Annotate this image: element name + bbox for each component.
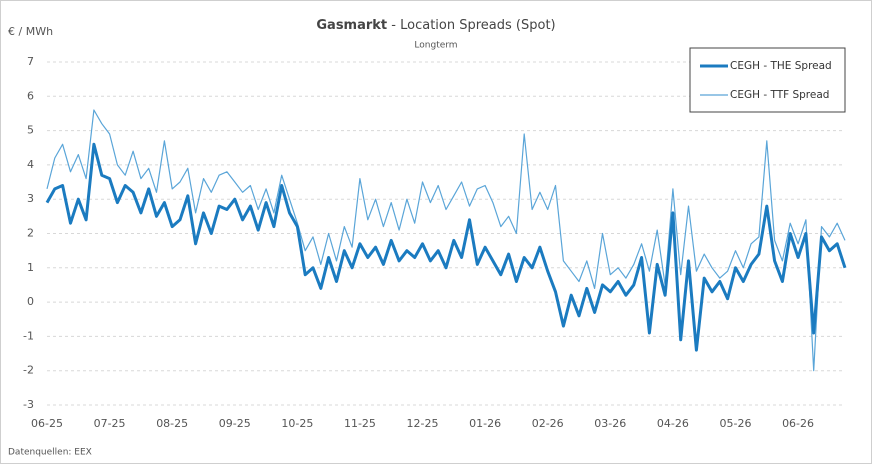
x-tick-label: 02-26 (532, 417, 564, 430)
y-tick-label: 6 (27, 89, 34, 102)
x-tick-label: 05-26 (719, 417, 751, 430)
y-tick-label: 2 (27, 227, 34, 240)
x-tick-label: 08-25 (156, 417, 188, 430)
x-tick-label: 12-25 (407, 417, 439, 430)
source: Datenquellen: EEX (8, 448, 92, 458)
legend-label: CEGH - TTF Spread (730, 89, 829, 101)
legend-box (689, 47, 846, 113)
y-tick-label: -2 (23, 364, 34, 377)
x-tick-label: 06-26 (782, 417, 814, 430)
x-tick-label: 07-25 (94, 417, 126, 430)
x-tick-label: 09-25 (219, 417, 251, 430)
y-tick-label: 3 (27, 192, 34, 205)
x-tick-label: 04-26 (657, 417, 689, 430)
y-tick-label: 5 (27, 124, 34, 137)
x-tick-label: 11-25 (344, 417, 376, 430)
x-tick-label: 10-25 (281, 417, 313, 430)
y-tick-label: -1 (23, 329, 34, 342)
chart-title: Gasmarkt - Location Spreads (Spot) (316, 18, 555, 33)
subtitle: Longterm (414, 41, 457, 51)
y-axis-label: € / MWh (8, 25, 53, 38)
line-series (45, 142, 847, 352)
y-tick-label: 7 (27, 55, 34, 68)
title-rest: - Location Spreads (Spot) (387, 18, 555, 33)
y-tick-label: 4 (27, 158, 34, 171)
title-bold: Gasmarkt (316, 18, 387, 33)
x-tick-label: 03-26 (594, 417, 626, 430)
x-tick-label: 01-26 (469, 417, 501, 430)
y-tick-label: 0 (27, 295, 34, 308)
y-tick-label: -3 (23, 398, 34, 411)
legend-label: CEGH - THE Spread (730, 60, 832, 72)
line-series (46, 109, 846, 372)
y-tick-label: 1 (27, 261, 34, 274)
x-tick-label: 06-25 (31, 417, 63, 430)
